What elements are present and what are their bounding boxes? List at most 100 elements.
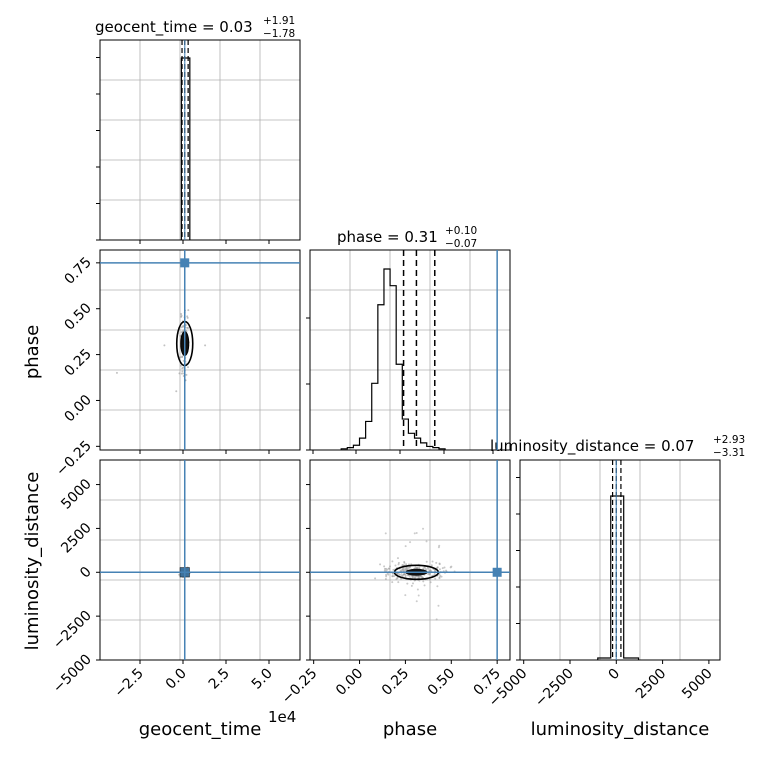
scatter-point-ld-phase: [401, 564, 404, 567]
scatter-outlier-ld-phase: [417, 594, 420, 597]
x-tick-label-luminosity-distance: 2500: [633, 666, 670, 703]
y-tick-label-phase: 0.25: [61, 346, 94, 379]
scatter-outlier-ld-phase: [435, 618, 438, 621]
x-tick-label-phase: 0.25: [379, 666, 412, 699]
panel-phase-hist: [306, 249, 511, 454]
scatter-point-phase-geocent-time: [181, 356, 184, 359]
scatter-point-ld-phase: [422, 580, 425, 583]
scatter-outlier-ld-phase: [437, 604, 440, 607]
x-tick-label-luminosity-distance: −2500: [532, 666, 577, 711]
scatter-outlier-ld-phase: [384, 532, 387, 535]
x-tick-label-geocent-time: −2.5: [111, 666, 146, 701]
scatter-point-ld-phase: [423, 566, 426, 569]
scatter-point-ld-phase: [428, 578, 431, 581]
scatter-point-ld-phase: [397, 581, 400, 584]
panel-phase-vs-geocent-time-frame: [99, 249, 301, 451]
scatter-point-ld-phase: [396, 557, 399, 560]
scatter-point-phase-geocent-time: [187, 366, 190, 369]
scatter-point-ld-phase: [395, 578, 398, 581]
scatter-outlier-phase-geocent-time: [204, 344, 207, 347]
title-geocent-time: geocent_time = 0.03: [95, 18, 253, 37]
scatter-point-phase-geocent-time: [179, 356, 182, 359]
scatter-point-phase-geocent-time: [181, 370, 184, 373]
scatter-point-phase-geocent-time: [179, 334, 182, 337]
y-tick-label-phase: 0.75: [61, 254, 94, 287]
panel-geocent-time-hist-frame: [99, 39, 301, 241]
scatter-point-ld-phase: [405, 566, 408, 569]
scatter-point-ld-phase: [385, 575, 388, 578]
scatter-point-phase-geocent-time: [187, 327, 190, 330]
scatter-point-ld-phase: [434, 577, 437, 580]
scatter-point-ld-phase: [411, 582, 414, 585]
x-tick-label-geocent-time: 2.5: [206, 666, 233, 693]
title-phase-minus: −0.07: [445, 238, 477, 250]
scatter-point-ld-phase: [443, 566, 446, 569]
scatter-point-ld-phase: [406, 582, 409, 585]
scatter-point-ld-phase: [379, 563, 382, 566]
scatter-point-phase-geocent-time: [185, 373, 188, 376]
scatter-outlier-ld-phase: [416, 588, 419, 591]
title-phase: phase = 0.31: [337, 228, 438, 246]
scatter-outlier-ld-phase: [436, 585, 439, 588]
scatter-point-ld-phase: [433, 572, 436, 575]
panel-luminosity-distance-hist: [516, 459, 721, 661]
scatter-point-ld-phase: [392, 568, 395, 571]
scatter-outlier-ld-phase: [437, 546, 440, 549]
scatter-point-ld-phase: [418, 566, 421, 569]
scatter-point-ld-phase: [386, 568, 389, 571]
scatter-outlier-phase-geocent-time: [163, 344, 166, 347]
scatter-point-phase-geocent-time: [178, 372, 181, 375]
scatter-outlier-ld-phase: [415, 532, 418, 535]
panel-luminosity-distance-vs-phase: −0.25 0.00 0.25 0.50 0.75: [279, 459, 511, 707]
panel-phase-hist-frame: [309, 249, 511, 451]
scatter-point-ld-phase: [445, 569, 448, 572]
scatter-outlier-ld-phase: [438, 544, 441, 547]
scatter-point-ld-geocent-time: [178, 573, 181, 576]
hist-step-luminosity-distance: [597, 495, 640, 660]
luminosity-distance-x-axis: −5000 −2500 0 2500 5000: [486, 660, 716, 710]
scatter-point-ld-phase: [438, 563, 441, 566]
scatter-point-ld-phase: [397, 561, 400, 564]
scatter-point-ld-phase: [385, 573, 388, 576]
title-phase-plus: +0.10: [445, 225, 477, 237]
x-tick-label-luminosity-distance: 0: [606, 666, 624, 684]
scatter-point-phase-geocent-time: [180, 331, 183, 334]
title-geocent-time-plus: +1.91: [263, 15, 295, 27]
title-luminosity-distance: luminosity_distance = 0.07: [490, 437, 694, 456]
scatter-point-ld-phase: [441, 567, 444, 570]
y-tick-label-luminosity-distance: 0: [77, 564, 95, 582]
scatter-point-ld-phase: [391, 560, 394, 563]
scatter-point-ld-phase: [425, 560, 428, 563]
x-label-phase: phase: [383, 719, 437, 740]
title-geocent-time-minus: −1.78: [263, 28, 295, 40]
scatter-outlier-phase-geocent-time: [175, 390, 178, 393]
hist-step-phase: [340, 268, 446, 450]
y-tick-label-luminosity-distance: −5000: [50, 652, 95, 697]
scatter-point-phase-geocent-time: [180, 364, 183, 367]
x-tick-label-geocent-time: 0.0: [163, 666, 190, 693]
scatter-point-ld-phase: [403, 561, 406, 564]
scatter-point-ld-phase: [423, 584, 426, 587]
scatter-point-ld-phase: [427, 573, 430, 576]
scatter-point-phase-geocent-time: [180, 372, 183, 375]
scatter-outlier-ld-phase: [415, 600, 418, 603]
x-tick-label-phase: 0.00: [333, 666, 366, 699]
scatter-point-ld-phase: [435, 561, 438, 564]
scatter-point-ld-phase: [395, 572, 398, 575]
scatter-point-ld-phase: [430, 564, 433, 567]
scatter-point-phase-geocent-time: [180, 326, 183, 329]
y-tick-label-phase: −0.25: [53, 438, 95, 480]
scatter-point-ld-phase: [394, 564, 397, 567]
truth-marker-phase-geocent-time: [180, 258, 190, 268]
panel-phase-vs-geocent-time: 0.75 0.50 0.25 0.00 −0.25: [53, 249, 301, 480]
scatter-point-ld-phase: [389, 565, 392, 568]
scatter-point-ld-phase: [398, 573, 401, 576]
scatter-point-ld-phase: [383, 567, 386, 570]
x-tick-label-luminosity-distance: 5000: [679, 666, 716, 703]
scatter-point-phase-geocent-time: [180, 313, 183, 316]
scatter-point-ld-phase: [397, 563, 400, 566]
scatter-point-ld-phase: [438, 577, 441, 580]
y-label-phase: phase: [22, 325, 43, 379]
scatter-point-ld-phase: [383, 565, 386, 568]
